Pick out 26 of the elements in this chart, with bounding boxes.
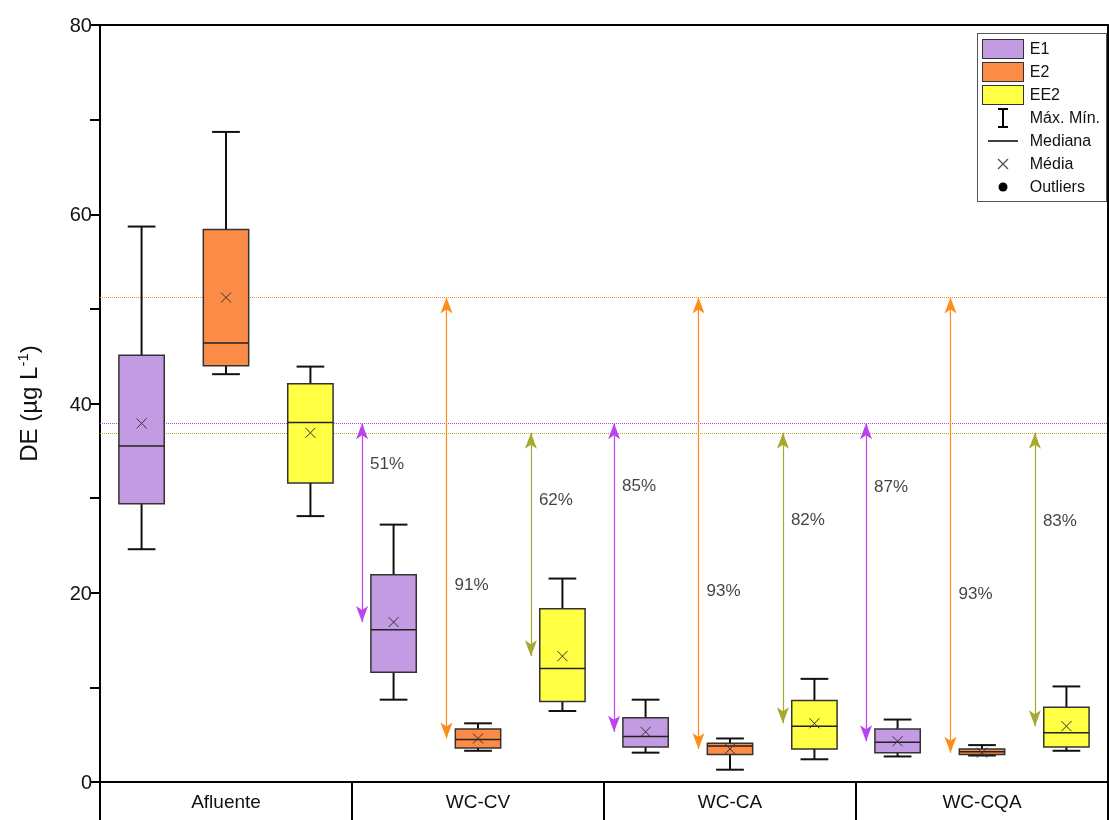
annotation: 93% — [958, 583, 993, 603]
annotation: 87% — [874, 477, 909, 497]
legend-label: E2 — [1029, 62, 1050, 81]
annotation: 91% — [454, 574, 489, 594]
annotation: 62% — [538, 490, 573, 510]
annotation: Outliers — [1029, 177, 1085, 196]
y-tick-label: 60 — [69, 203, 92, 226]
annotation: 83% — [1042, 511, 1077, 531]
annotation: Mediana — [1029, 131, 1092, 150]
annotation: Média — [1029, 154, 1074, 173]
annotation: 82% — [790, 510, 825, 530]
annotation: 51% — [370, 453, 405, 473]
y-tick-label: 0 — [80, 771, 92, 793]
x-tick-label: WC-CQA — [942, 791, 1022, 812]
y-tick-label: 20 — [69, 581, 92, 604]
annotation: Máx. Mín. — [1029, 108, 1100, 127]
annotation: 85% — [622, 475, 657, 495]
y-tick-label: 40 — [69, 392, 92, 415]
annotation: 93% — [706, 581, 741, 601]
y-axis-title: DE (µg L-1) — [14, 345, 42, 462]
x-tick-label: WC-CA — [697, 791, 763, 812]
x-tick-label: WC-CV — [445, 791, 511, 812]
legend-label: EE2 — [1029, 85, 1061, 104]
x-tick-label: Afluente — [191, 791, 261, 812]
y-tick-label: 80 — [69, 14, 92, 36]
legend-label: E1 — [1029, 39, 1050, 58]
